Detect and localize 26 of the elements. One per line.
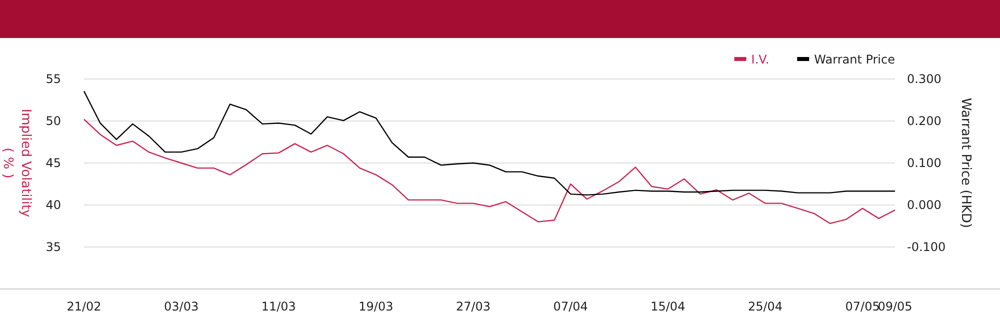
y-tick-label: 50: [46, 114, 61, 128]
y-tick-label: 55: [46, 72, 61, 86]
y-tick-label: 45: [46, 156, 61, 170]
y-tick-label: 40: [46, 198, 61, 212]
y2-tick-label: 0.100: [907, 156, 942, 170]
legend-label: Warrant Price: [814, 52, 895, 66]
x-tick-label: 03/03: [164, 300, 199, 314]
x-tick-label: 25/04: [748, 300, 783, 314]
x-tick-label: 19/03: [358, 300, 394, 314]
line-series: [83, 90, 896, 196]
y2-axis-title: Warrant Price (HKD): [958, 98, 973, 228]
y2-tick-label: 0.000: [907, 198, 942, 212]
x-tick-label: 07/04: [553, 300, 588, 314]
y2-tick-label: -0.100: [907, 240, 946, 254]
x-tick-label: 07/05: [845, 300, 880, 314]
x-tick-label: 09/05: [878, 300, 912, 314]
legend-label: I.V.: [751, 52, 770, 66]
x-tick-label: 27/03: [456, 300, 491, 314]
x-tick-label: 21/02: [66, 300, 102, 314]
line-series: [83, 118, 896, 224]
x-tick-label: 15/04: [650, 300, 686, 314]
y-tick-label: 35: [46, 240, 61, 254]
y2-tick-label: 0.300: [907, 72, 942, 86]
y-axis-title: Implied Volatility ( % ): [0, 108, 33, 218]
y2-tick-label: 0.200: [907, 114, 942, 128]
x-tick-label: 11/03: [261, 300, 296, 314]
